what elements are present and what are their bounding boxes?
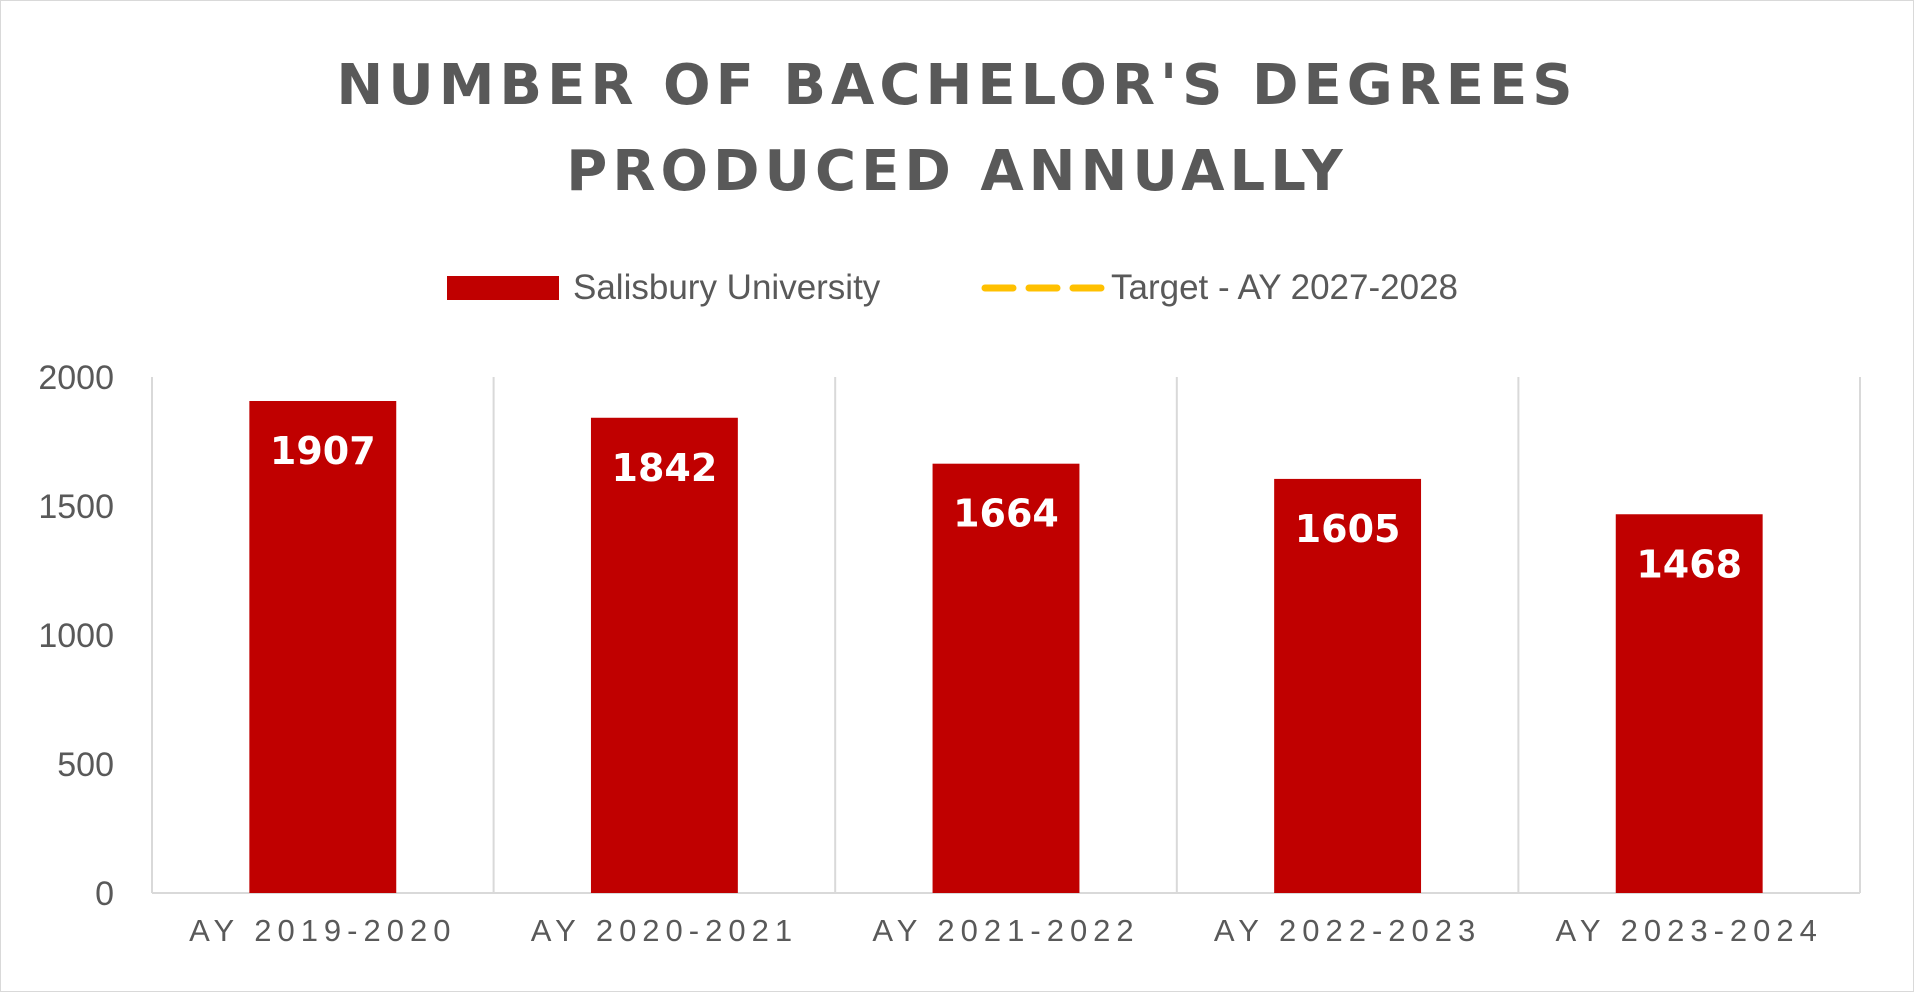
y-tick-label: 1500: [38, 488, 114, 526]
x-tick-label: AY 2019-2020: [189, 913, 456, 948]
data-label: 1842: [612, 446, 718, 490]
legend-swatch-bar: [447, 276, 559, 300]
bar: [1615, 514, 1763, 893]
legend-item-target: Target - AY 2027-2028: [981, 263, 1458, 313]
y-tick-label: 1000: [38, 617, 114, 655]
chart-title-line-2: PRODUCED ANNUALLY: [566, 139, 1348, 204]
legend-label-target: Target - AY 2027-2028: [1111, 268, 1459, 307]
x-tick-label: AY 2022-2023: [1214, 913, 1481, 948]
x-tick-label: AY 2020-2021: [531, 913, 798, 948]
bar: [1274, 478, 1422, 893]
data-label: 1468: [1636, 542, 1742, 586]
data-label: 1664: [953, 492, 1059, 536]
x-tick-label: AY 2023-2024: [1556, 913, 1823, 948]
bar: [932, 463, 1080, 893]
chart-title: NUMBER OF BACHELOR'S DEGREES PRODUCED AN…: [1, 43, 1913, 215]
legend-label-salisbury: Salisbury University: [573, 268, 881, 307]
bar: [590, 417, 738, 893]
legend-item-salisbury: Salisbury University: [447, 263, 880, 313]
chart-title-line-1: NUMBER OF BACHELOR'S DEGREES: [336, 53, 1578, 118]
data-label: 1907: [270, 429, 376, 473]
legend: Salisbury University Target - AY 2027-20…: [1, 263, 1913, 313]
x-tick-label: AY 2021-2022: [872, 913, 1139, 948]
y-tick-label: 2000: [38, 359, 114, 397]
data-label: 1605: [1295, 507, 1401, 551]
bar: [249, 400, 397, 893]
y-tick-label: 500: [57, 746, 114, 784]
legend-swatch-dashed-line: [981, 284, 1107, 292]
y-tick-label: 0: [95, 875, 114, 913]
